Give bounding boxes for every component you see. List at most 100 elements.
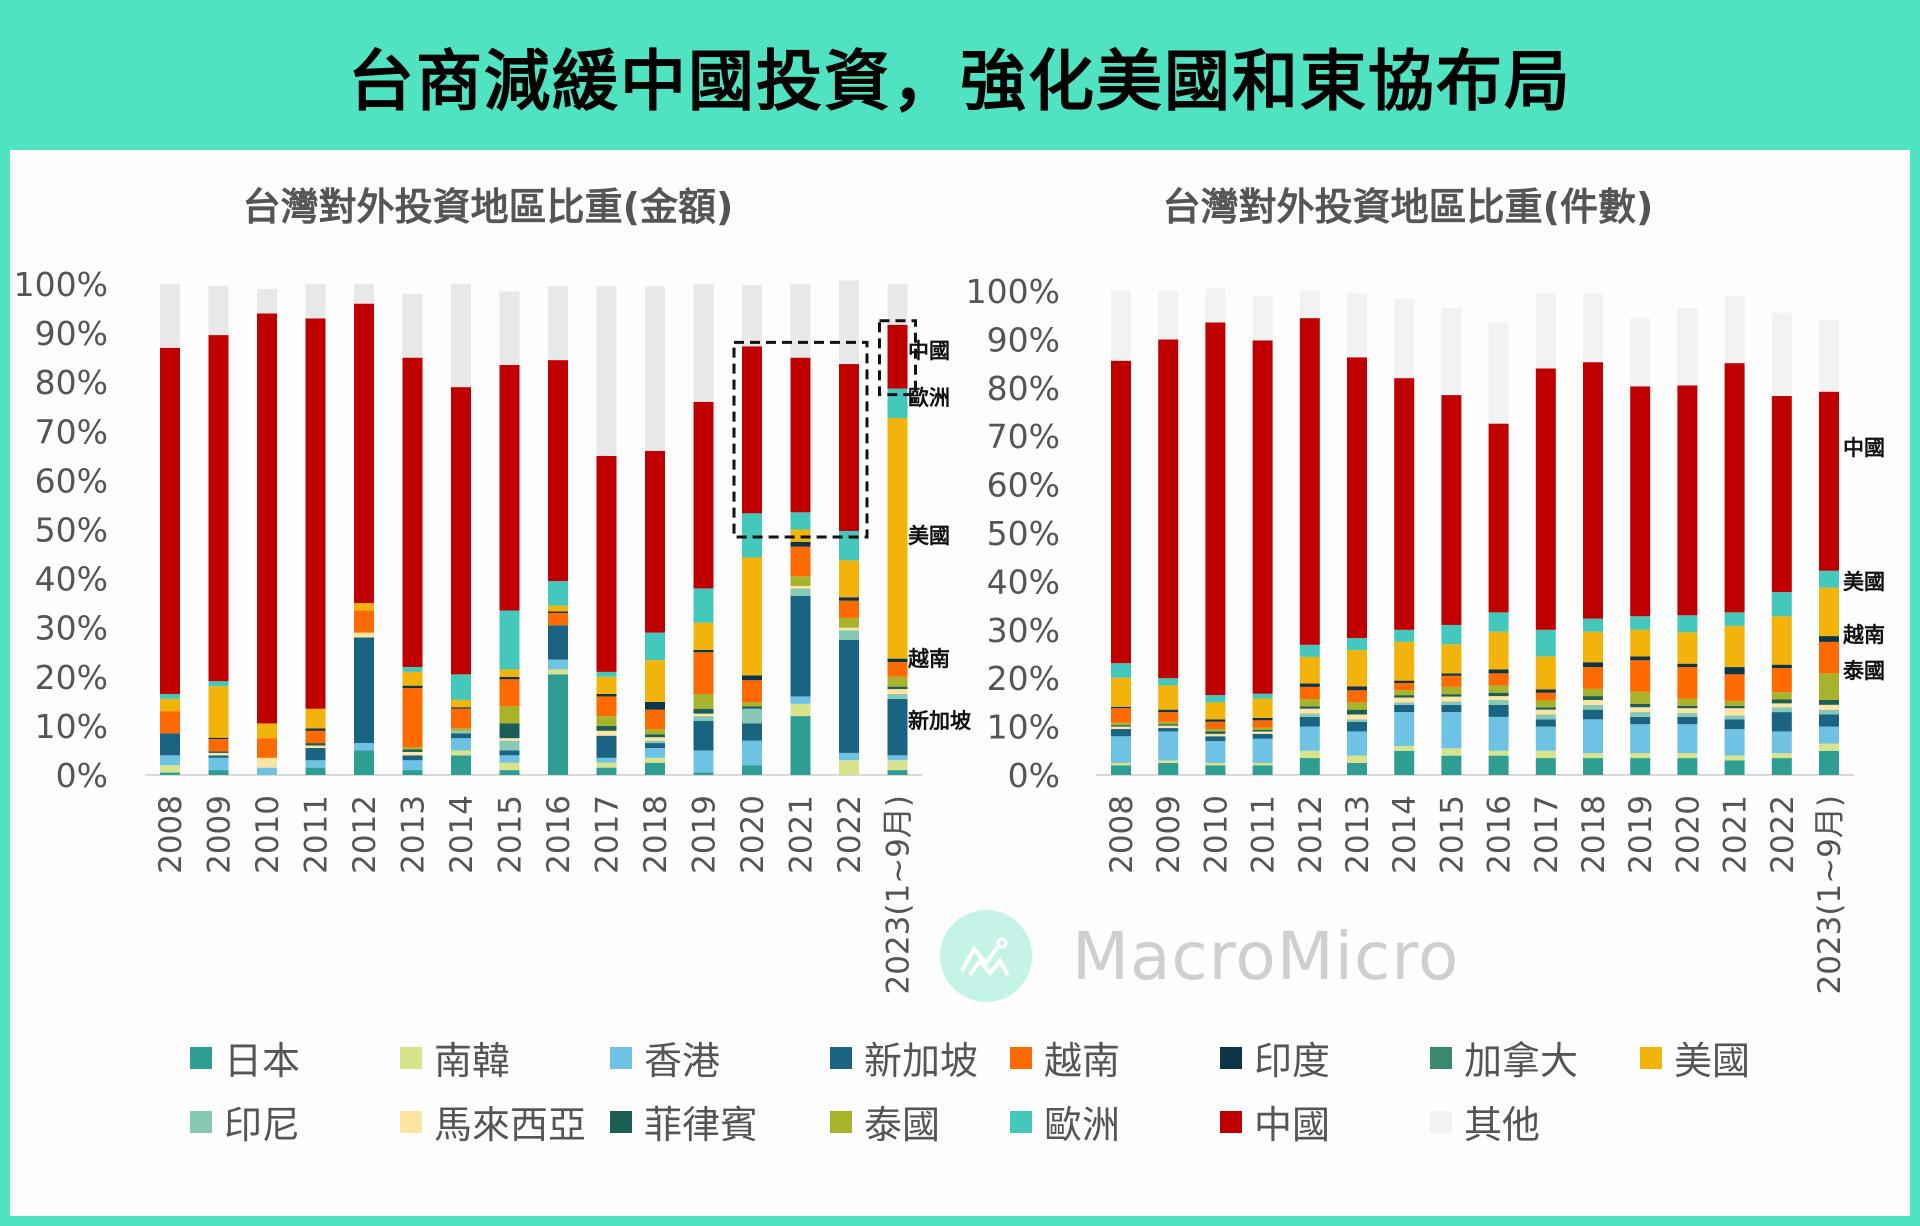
right-bar-segment-日本 [1441,755,1462,775]
legend-label: 香港 [644,1039,721,1083]
right-bar-segment-南韓 [1488,750,1509,756]
left-bar-segment-中國 [596,455,617,672]
left-bar-segment-南韓 [596,762,617,768]
legend-label: 美國 [1674,1039,1751,1083]
legend-item: 菲律賓 [610,1094,758,1149]
right-bar-segment-馬來西亞 [1252,731,1273,734]
left-x-tick-label: 2016 [541,795,577,874]
right-bar-segment-其他 [1299,291,1320,319]
left-bar-segment-香港 [257,767,277,775]
right-bar-segment-香港 [1583,719,1603,754]
right-bar-segment-印度 [1252,717,1273,721]
right-bar-segment-中國 [1724,363,1745,613]
left-y-tick-label: 100% [14,265,108,304]
right-bar-segment-香港 [1677,724,1698,754]
legend-label: 中國 [1254,1103,1331,1147]
left-bar-segment-美國 [693,622,714,650]
right-y-tick-label: 100% [966,272,1060,311]
right-bar-segment-印度 [1819,636,1839,642]
watermark-text: MacroMicro [1072,917,1460,995]
left-bar-segment-日本 [790,716,811,775]
right-bar-segment-歐洲 [1583,618,1603,632]
right-bar-segment-歐洲 [1441,624,1462,645]
left-bar-segment-日本 [887,770,908,775]
right-bar-segment-印度 [1771,664,1792,669]
left-bar-segment-南韓 [887,760,908,771]
left-bar-segment-新加坡 [208,755,229,758]
left-bar-segment-泰國 [451,728,471,731]
left-bar-segment-中國 [790,357,811,513]
left-bar-segment-其他 [645,286,665,451]
right-bar-segment-印度 [1583,662,1603,668]
right-x-tick-label: 2017 [1529,795,1565,874]
right-bar-segment-馬來西亞 [1724,708,1745,716]
legend-item: 越南 [1010,1030,1120,1085]
left-bar-segment-越南 [499,679,520,707]
right-bar-segment-美國 [1111,677,1131,707]
right-bar-segment-泰國 [1252,727,1273,730]
right-bar-segment-歐洲 [1158,678,1179,686]
left-bar-segment-新加坡 [596,735,617,758]
left-bar-segment-越南 [451,708,471,729]
right-bar-segment-泰國 [1394,690,1415,696]
right-bar-segment-印尼 [1535,714,1556,720]
right-bar-segment-印尼 [1394,702,1415,705]
legend-item: 中國 [1220,1094,1330,1149]
legend-swatch [190,1046,212,1069]
right-bar-segment-越南 [1583,667,1603,689]
legend-swatch [190,1110,212,1133]
right-bar-segment-中國 [1819,391,1839,571]
left-bar-segment-日本 [160,772,180,775]
right-bar-segment-新加坡 [1347,721,1367,732]
left-x-tick-label: 2009 [202,795,238,874]
right-bar-segment-香港 [1488,716,1509,751]
legend-label: 新加坡 [864,1039,979,1083]
right-bar-segment-新加坡 [1205,736,1226,742]
left-bar-segment-越南 [839,600,859,618]
left-bar-segment-香港 [742,740,762,766]
macromicro-logo-icon [940,910,1032,1002]
right-bar-segment-越南 [1771,668,1792,693]
right-bar-segment-印度 [1441,673,1462,676]
right-x-tick-label: 2011 [1246,795,1282,874]
right-bar-segment-中國 [1535,368,1556,630]
left-bar-segment-菲律賓 [887,686,908,690]
right-x-tick-label: 2013 [1340,795,1376,874]
left-bar-segment-印度 [208,737,229,740]
right-bar-segment-菲律賓 [1347,709,1367,715]
right-bar-segment-新加坡 [1488,704,1509,717]
left-bar-segment-印尼 [887,693,908,699]
left-bar-segment-馬來西亞 [839,627,859,631]
right-bar-segment-馬來西亞 [1583,699,1603,705]
left-y-tick-label: 90% [35,314,108,353]
left-bar-segment-泰國 [742,702,762,707]
left-bar-segment-馬來西亞 [693,713,714,717]
legend-item: 日本 [190,1030,300,1085]
left-x-tick-label: 2020 [735,795,771,874]
legend-swatch [400,1110,422,1133]
right-bar-segment-泰國 [1488,685,1509,693]
left-bar-segment-越南 [208,739,229,752]
left-bar-segment-香港 [693,750,714,773]
right-bar-segment-其他 [1488,322,1509,424]
left-bar-segment-印尼 [451,730,471,734]
left-bar-segment-菲律賓 [499,723,520,739]
left-bar-segment-泰國 [693,693,714,709]
left-annotation-label: 美國 [908,524,950,548]
right-bar-segment-其他 [1394,298,1415,379]
right-bar-segment-馬來西亞 [1158,725,1179,729]
left-bar-segment-其他 [354,284,374,304]
right-bar-segment-越南 [1299,686,1320,700]
right-bar-segment-新加坡 [1394,704,1415,713]
left-bar-segment-其他 [305,284,326,319]
right-x-tick-label: 2023(1~9月) [1812,795,1848,995]
right-bar-segment-南韓 [1724,755,1745,761]
right-bar-segment-其他 [1819,320,1839,392]
right-bar-segment-菲律賓 [1441,694,1462,697]
right-bar-segment-歐洲 [1111,663,1131,678]
right-bar-segment-歐洲 [1771,592,1792,617]
left-bar-segment-南韓 [839,760,859,775]
right-x-tick-label: 2021 [1718,795,1754,874]
right-bar-segment-南韓 [1630,753,1651,759]
right-x-tick-label: 2010 [1198,795,1234,874]
